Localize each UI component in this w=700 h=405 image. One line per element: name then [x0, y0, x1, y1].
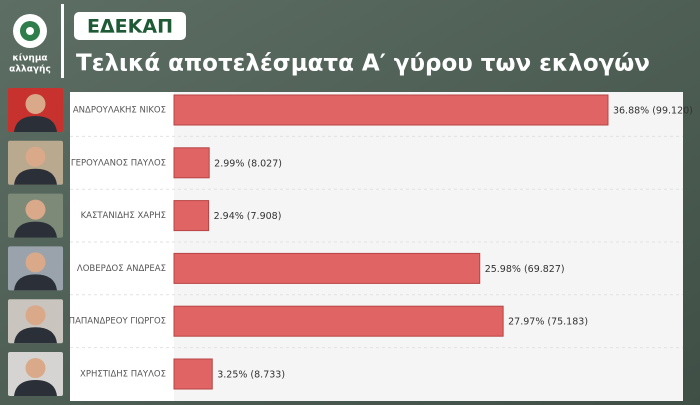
value-label: 25.98% (69.827) — [485, 264, 565, 275]
category-label: ΑΝΔΡΟΥΛΑΚΗΣ ΝΙΚΟΣ — [73, 106, 166, 116]
bar — [173, 252, 481, 284]
bar — [173, 94, 609, 126]
photo-body — [14, 221, 57, 238]
photo-body — [14, 274, 57, 291]
photo-body — [14, 116, 57, 132]
photo-head — [25, 94, 46, 114]
value-label: 27.97% (75.183) — [508, 317, 588, 328]
photo-body — [14, 168, 57, 185]
photo-head — [25, 252, 46, 273]
photo-head — [25, 305, 46, 326]
value-label: 2.94% (7.908) — [214, 211, 282, 222]
category-label: ΓΕΡΟΥΛΑΝΟΣ ΠΑΥΛΟΣ — [71, 158, 166, 168]
divider — [61, 4, 64, 78]
bar — [173, 305, 504, 337]
logo-text: κίνημα — [12, 53, 47, 64]
category-label: ΛΟΒΕΡΔΟΣ ΑΝΔΡΕΑΣ — [77, 264, 166, 274]
value-label: 36.88% (99.120) — [613, 106, 693, 117]
photo-head — [25, 146, 46, 167]
tag-box — [74, 12, 186, 40]
value-label: 3.25% (8.733) — [217, 370, 285, 381]
bar — [173, 147, 210, 179]
logo-dot — [26, 27, 34, 35]
plot-area — [174, 92, 683, 401]
photo-body — [14, 327, 57, 344]
category-label: ΠΑΠΑΝΔΡΕΟΥ ΓΙΩΡΓΟΣ — [69, 317, 166, 327]
logo-text: αλλαγής — [9, 65, 51, 75]
category-label: ΧΡΗΣΤΙΔΗΣ ΠΑΥΛΟΣ — [80, 370, 166, 380]
category-label: ΚΑΣΤΑΝΙΔΗΣ ΧΑΡΗΣ — [81, 211, 166, 221]
chart-title: Τελικά αποτελέσματα Α′ γύρου των εκλογών — [76, 51, 650, 77]
photo-head — [25, 358, 46, 378]
photo-head — [25, 199, 46, 220]
tag: ΕΔΕΚΑΠ — [87, 16, 173, 38]
bar — [173, 358, 213, 390]
bar — [173, 200, 210, 232]
value-label: 2.99% (8.027) — [214, 158, 282, 169]
photo-body — [14, 380, 57, 396]
